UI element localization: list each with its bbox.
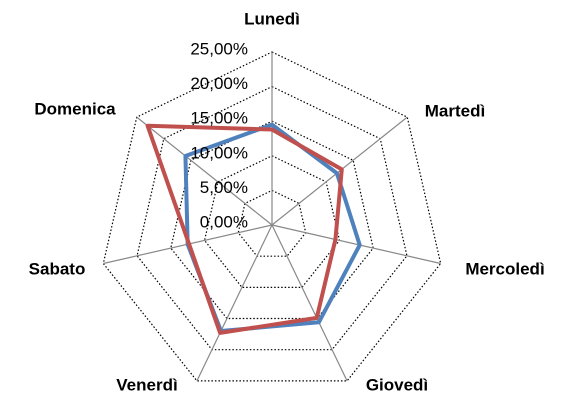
category-label: Mercoledì: [465, 259, 544, 278]
spoke: [136, 116, 273, 226]
r-tick-label: 25,00%: [190, 39, 248, 58]
grid-line: [203, 155, 341, 288]
category-label: Martedì: [425, 101, 485, 120]
category-label: Domenica: [34, 99, 116, 118]
category-label: Lunedì: [244, 9, 300, 28]
r-tick-label: 5,00%: [200, 178, 248, 197]
category-label: Sabato: [29, 259, 86, 278]
grid-line: [237, 189, 307, 257]
r-tick-label: 15,00%: [190, 109, 248, 128]
category-label: Giovedì: [366, 375, 428, 394]
spoke: [271, 224, 441, 265]
spoke: [271, 224, 348, 382]
category-label: Venerdì: [116, 375, 177, 394]
series-line: [145, 123, 344, 335]
grid-line: [102, 51, 442, 382]
r-tick-label: 0,00%: [200, 212, 248, 231]
r-tick-label: 10,00%: [190, 143, 248, 162]
spoke: [196, 224, 273, 382]
r-tick-label: 20,00%: [190, 74, 248, 93]
